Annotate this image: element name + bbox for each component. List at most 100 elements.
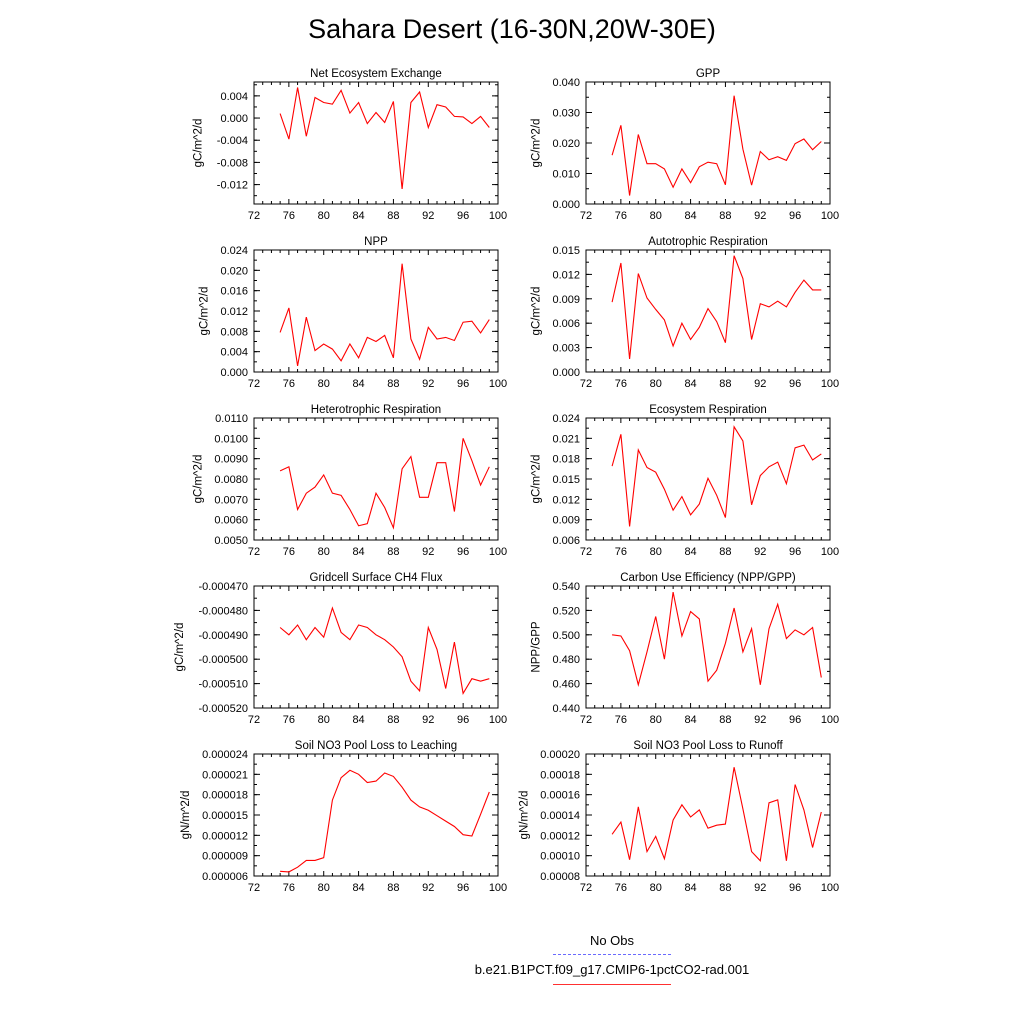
y-tick-label: 0.016 bbox=[220, 286, 248, 298]
x-tick-label: 76 bbox=[615, 882, 627, 894]
x-tick-label: 84 bbox=[352, 882, 364, 894]
plot-frame bbox=[585, 585, 831, 709]
chart-title: Net Ecosystem Exchange bbox=[310, 68, 442, 80]
chart-panel-2: 72 76 80 84 88 92 96 100 0.040 0.030 0.020 0.010 0.0… bbox=[531, 68, 840, 222]
y-tick-label: 0.0060 bbox=[214, 515, 248, 527]
x-tick-label: 76 bbox=[283, 210, 295, 222]
chart-title: Ecosystem Respiration bbox=[649, 404, 767, 416]
y-tick-label: 0.018 bbox=[552, 454, 580, 466]
x-tick-label: 88 bbox=[719, 378, 731, 390]
y-tick-label: 0.0090 bbox=[214, 454, 248, 466]
x-tick-label: 72 bbox=[580, 210, 592, 222]
x-tick-label: 80 bbox=[318, 210, 330, 222]
series-line bbox=[279, 438, 490, 530]
y-axis-label: gC/m^2/d bbox=[531, 119, 543, 168]
y-tick-label: 0.003 bbox=[552, 343, 580, 355]
chart-panel-9: 72 76 80 84 88 92 96 100 0.000024 0.000021 0.00001… bbox=[180, 740, 507, 894]
x-tick-label: 100 bbox=[821, 882, 839, 894]
y-tick-label: 0.000009 bbox=[202, 851, 248, 863]
y-tick-label: 0.006 bbox=[552, 535, 580, 547]
chart-title: Heterotrophic Respiration bbox=[311, 404, 441, 416]
chart-title: Carbon Use Efficiency (NPP/GPP) bbox=[620, 572, 796, 584]
y-axis-label: gC/m^2/d bbox=[174, 623, 186, 672]
plot-frame bbox=[253, 753, 499, 877]
y-tick-label: 0.00016 bbox=[540, 790, 580, 802]
series-line bbox=[611, 95, 822, 196]
y-tick-label: 0.004 bbox=[220, 347, 248, 359]
series-line bbox=[611, 767, 822, 862]
x-tick-label: 72 bbox=[248, 546, 260, 558]
chart-title: Gridcell Surface CH4 Flux bbox=[310, 572, 443, 584]
series-line bbox=[612, 591, 822, 687]
y-tick-label: -0.012 bbox=[217, 180, 248, 192]
x-tick-label: 84 bbox=[684, 882, 696, 894]
x-tick-label: 76 bbox=[283, 378, 295, 390]
y-tick-label: 0.006 bbox=[552, 318, 580, 330]
y-tick-label: 0.030 bbox=[552, 108, 580, 120]
y-tick-label: 0.0100 bbox=[214, 433, 248, 445]
x-tick-label: 92 bbox=[754, 714, 766, 726]
x-tick-label: 84 bbox=[684, 210, 696, 222]
x-tick-label: 92 bbox=[422, 882, 434, 894]
x-tick-label: 96 bbox=[457, 882, 469, 894]
x-tick-label: 92 bbox=[754, 210, 766, 222]
x-tick-label: 76 bbox=[615, 378, 627, 390]
y-tick-label: 0.000006 bbox=[202, 871, 248, 883]
y-tick-label: 0.008 bbox=[220, 326, 248, 338]
x-tick-label: 100 bbox=[489, 882, 507, 894]
x-tick-label: 72 bbox=[248, 714, 260, 726]
y-tick-label: 0.024 bbox=[552, 413, 580, 425]
y-tick-label: 0.004 bbox=[220, 91, 248, 103]
x-tick-label: 72 bbox=[580, 882, 592, 894]
chart-title: Soil NO3 Pool Loss to Leaching bbox=[295, 740, 457, 752]
y-tick-label: 0.000 bbox=[220, 367, 248, 379]
x-tick-label: 88 bbox=[387, 882, 399, 894]
y-tick-label: 0.440 bbox=[552, 703, 580, 715]
y-tick-label: 0.015 bbox=[552, 245, 580, 257]
chart-title: NPP bbox=[364, 236, 388, 248]
y-tick-label: 0.00012 bbox=[540, 830, 580, 842]
x-tick-label: 84 bbox=[684, 546, 696, 558]
chart-panel-7: 72 76 80 84 88 92 96 100 -0.000470 -0.000480 -0.00… bbox=[174, 572, 507, 726]
series-line bbox=[279, 263, 490, 366]
y-tick-label: 0.000015 bbox=[202, 810, 248, 822]
x-tick-label: 88 bbox=[387, 546, 399, 558]
x-tick-label: 84 bbox=[352, 210, 364, 222]
y-tick-label: 0.0050 bbox=[214, 535, 248, 547]
x-tick-label: 80 bbox=[650, 882, 662, 894]
x-tick-label: 100 bbox=[489, 210, 507, 222]
x-tick-label: 76 bbox=[615, 714, 627, 726]
series-line bbox=[611, 255, 822, 360]
x-tick-label: 84 bbox=[684, 714, 696, 726]
x-tick-label: 72 bbox=[248, 210, 260, 222]
series-line bbox=[611, 425, 822, 527]
x-tick-label: 80 bbox=[318, 546, 330, 558]
x-tick-label: 84 bbox=[684, 378, 696, 390]
y-axis-label: NPP/GPP bbox=[531, 621, 543, 672]
y-tick-label: 0.540 bbox=[552, 581, 580, 593]
y-tick-label: -0.000470 bbox=[198, 581, 248, 593]
y-tick-label: 0.00008 bbox=[540, 871, 580, 883]
x-tick-label: 80 bbox=[318, 882, 330, 894]
x-tick-label: 92 bbox=[754, 378, 766, 390]
chart-title: Autotrophic Respiration bbox=[648, 236, 768, 248]
x-tick-label: 100 bbox=[489, 546, 507, 558]
y-tick-label: -0.000510 bbox=[198, 679, 248, 691]
y-tick-label: -0.000520 bbox=[198, 703, 248, 715]
legend-model-line bbox=[553, 984, 671, 985]
y-tick-label: -0.004 bbox=[217, 135, 248, 147]
x-tick-label: 80 bbox=[318, 714, 330, 726]
y-axis-label: gC/m^2/d bbox=[531, 287, 543, 336]
y-tick-label: 0.009 bbox=[552, 515, 580, 527]
x-tick-label: 76 bbox=[283, 714, 295, 726]
x-tick-label: 88 bbox=[719, 546, 731, 558]
x-tick-label: 96 bbox=[457, 378, 469, 390]
x-tick-label: 76 bbox=[283, 546, 295, 558]
x-tick-label: 84 bbox=[352, 546, 364, 558]
x-tick-label: 80 bbox=[650, 210, 662, 222]
x-tick-label: 100 bbox=[821, 546, 839, 558]
y-tick-label: 0.0110 bbox=[215, 413, 248, 425]
chart-panel-5: 72 76 80 84 88 92 96 100 0.0110 0.0100 0.0090 0.008… bbox=[192, 404, 507, 558]
x-tick-label: 88 bbox=[387, 714, 399, 726]
